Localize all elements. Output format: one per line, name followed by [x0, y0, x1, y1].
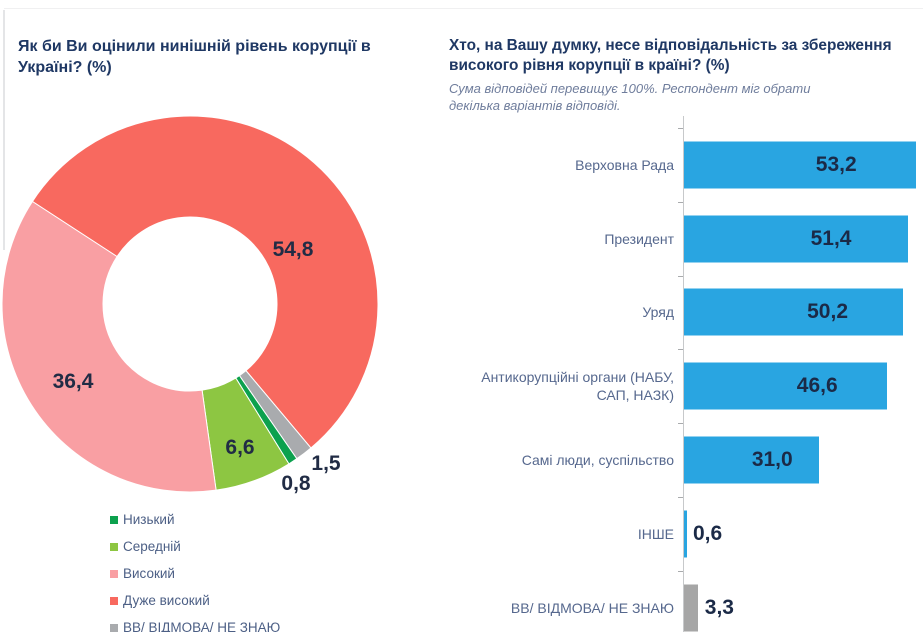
donut-legend: Низький Середній Високий Дуже високий ВВ/ ВІ…	[110, 506, 280, 632]
legend-swatch-icon	[110, 596, 118, 605]
legend-item: Низький	[110, 506, 280, 533]
bar-category-label: Уряд	[642, 304, 674, 321]
axis-tick	[678, 201, 683, 203]
bar-category-label: Антикорупційні органи (НАБУ, САП, НАЗК)	[481, 369, 674, 404]
legend-item: Дуже високий	[110, 587, 280, 614]
donut-value-label: 54,8	[272, 238, 314, 261]
bar-value-label: 31,0	[751, 448, 793, 472]
donut-value-label: 1,5	[311, 452, 341, 475]
legend-swatch-icon	[110, 623, 118, 632]
bar-value-label: 53,2	[815, 152, 857, 176]
donut-chart	[1, 115, 379, 493]
bar-value-label: 51,4	[810, 226, 852, 250]
bar-chart-title: Хто, на Вашу думку, несе відповідальніст…	[449, 36, 892, 75]
bar	[684, 510, 687, 558]
bar-row: Самі люди, суспільство 31,0	[449, 423, 923, 497]
legend-swatch-icon	[110, 542, 118, 551]
bar-value-label: 50,2	[807, 300, 848, 324]
bar	[684, 584, 699, 632]
bar-chart: Верховна Рада 53,2 Президент 51,4 Уряд 50,2 Ан…	[449, 128, 923, 632]
bar-chart-subtitle: Сума відповідей перевищує 100%. Респонде…	[449, 81, 811, 114]
donut-slice	[1, 200, 217, 493]
bar	[684, 141, 917, 189]
bar-category-label: Самі люди, суспільство	[521, 451, 674, 468]
donut-slice	[31, 115, 379, 449]
bar-row: ІНШЕ 0,6	[449, 497, 923, 571]
bar-category-label: ВВ/ ВІДМОВА/ НЕ ЗНАЮ	[510, 599, 674, 616]
legend-swatch-icon	[110, 569, 118, 578]
axis-tick	[678, 497, 683, 498]
top-border-line	[4, 8, 923, 9]
bar-area: 31,0	[683, 423, 923, 497]
bar-row: Верховна Рада 53,2	[449, 128, 923, 202]
axis-tick	[678, 275, 683, 277]
left-border-line	[3, 10, 5, 250]
bar-value-label: 46,6	[796, 374, 838, 398]
bar-area: 50,2	[683, 276, 923, 350]
legend-label: Середній	[123, 539, 181, 554]
axis-tick	[678, 423, 683, 425]
bar-row: ВВ/ ВІДМОВА/ НЕ ЗНАЮ 3,3	[449, 571, 923, 632]
bar-area: 3,3	[683, 571, 923, 632]
donut-value-label: 6,6	[225, 436, 255, 459]
bar-area: 46,6	[683, 349, 923, 423]
axis-tick	[678, 128, 683, 129]
axis-tick	[678, 349, 683, 351]
bar	[684, 215, 909, 263]
legend-label: Низький	[123, 512, 175, 527]
legend-label: Дуже високий	[123, 593, 210, 608]
bar	[684, 362, 888, 410]
bar-category-label: Верховна Рада	[575, 156, 674, 173]
bar-area: 51,4	[683, 202, 923, 276]
bar-row: Антикорупційні органи (НАБУ, САП, НАЗК) 4…	[449, 349, 923, 423]
axis-tick	[678, 570, 683, 572]
bar-value-label: 0,6	[693, 521, 723, 545]
legend-label: Високий	[123, 566, 175, 581]
bar	[684, 436, 820, 484]
bar-category-label: Президент	[604, 230, 674, 247]
donut-value-label: 0,8	[281, 472, 311, 495]
bar-category-label: ІНШЕ	[637, 525, 674, 542]
bar	[684, 288, 904, 336]
bar-value-label: 3,3	[704, 595, 734, 619]
category-axis-line	[683, 116, 684, 632]
bar-row: Президент 51,4	[449, 202, 923, 276]
legend-swatch-icon	[110, 515, 118, 524]
bar-row: Уряд 50,2	[449, 276, 923, 350]
legend-item: ВВ/ ВІДМОВА/ НЕ ЗНАЮ	[110, 614, 280, 632]
legend-label: ВВ/ ВІДМОВА/ НЕ ЗНАЮ	[123, 620, 281, 632]
bar-area: 53,2	[683, 128, 923, 202]
donut-value-label: 36,4	[52, 370, 94, 393]
legend-item: Високий	[110, 560, 280, 587]
donut-chart-title: Як би Ви оцінили нинішній рівень корупці…	[18, 38, 371, 77]
bar-area: 0,6	[683, 497, 923, 571]
legend-item: Середній	[110, 533, 280, 560]
